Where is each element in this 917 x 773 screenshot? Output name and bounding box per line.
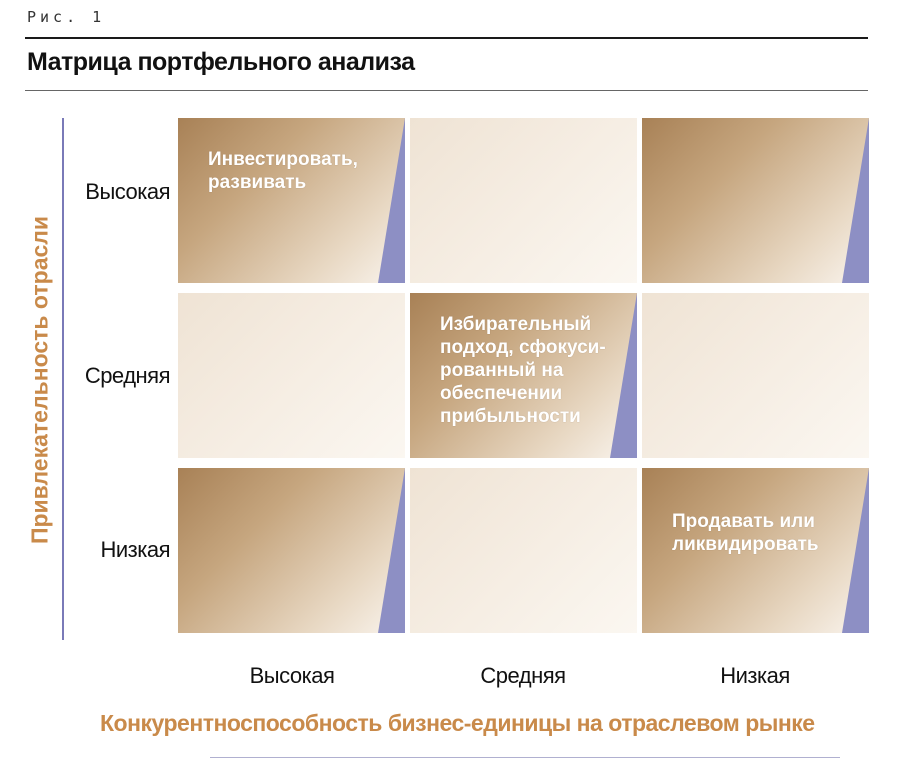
cell-background	[642, 118, 869, 283]
x-axis-title: Конкурентноспособность бизнес-единицы на…	[100, 710, 815, 736]
cell-wedge	[378, 468, 405, 633]
cell-wedge	[842, 118, 869, 283]
cell-background	[178, 118, 405, 283]
col-label-medium: Средняя	[480, 663, 566, 688]
row-label-medium: Средняя	[84, 363, 171, 388]
col-label-low: Низкая	[720, 663, 790, 688]
y-axis-title: Привлекательность отрасли	[26, 215, 53, 545]
cell-background	[410, 293, 637, 458]
title-rule	[25, 90, 868, 91]
cell-high-medium	[410, 118, 637, 283]
cell-background	[642, 468, 869, 633]
cell-low-low: Продавать или ликвидировать	[642, 468, 869, 633]
cell-medium-high	[178, 293, 405, 458]
row-label-high: Высокая	[85, 179, 170, 204]
y-axis-line	[62, 118, 64, 640]
row-label-low: Низкая	[100, 537, 170, 562]
cell-low-medium	[410, 468, 637, 633]
top-rule	[25, 37, 868, 39]
cell-background	[642, 293, 869, 458]
page-title: Матрица портфельного анализа	[27, 48, 415, 76]
cell-medium-low	[642, 293, 869, 458]
x-axis-line	[210, 757, 840, 758]
cell-low-high	[178, 468, 405, 633]
cell-wedge	[378, 118, 405, 283]
cell-background	[410, 118, 637, 283]
cell-background	[410, 468, 637, 633]
figure-label: Рис. 1	[27, 8, 106, 26]
cell-text: Продавать или ликвидировать	[672, 511, 819, 555]
cell-background	[178, 468, 405, 633]
cell-background	[178, 293, 405, 458]
cell-medium-medium: Избирательный подход, сфокуси- рованный …	[410, 293, 637, 458]
cell-text: Инвестировать, развивать	[208, 149, 358, 193]
cell-wedge	[610, 293, 637, 458]
cell-high-low	[642, 118, 869, 283]
cell-wedge	[842, 468, 869, 633]
col-label-high: Высокая	[249, 663, 335, 688]
cell-text: Избирательный подход, сфокуси- рованный …	[440, 314, 606, 427]
cell-high-high: Инвестировать, развивать	[178, 118, 405, 283]
